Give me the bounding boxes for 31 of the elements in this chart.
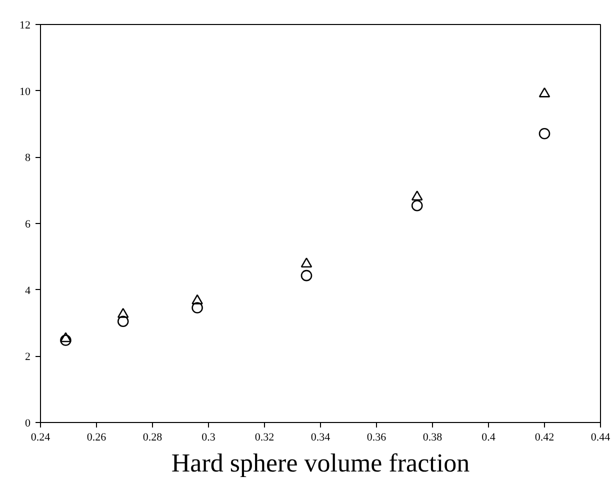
point (300, 258, 312, 268)
point (538, 87, 550, 98)
x-tick-label: 0.32 (254, 432, 274, 444)
point (192, 302, 203, 314)
y-tick-label: 12 (20, 20, 30, 32)
x-tick-label: 0.34 (310, 432, 331, 444)
point (192, 294, 203, 304)
y-tick-label: 6 (25, 218, 31, 230)
x-tick-label: 0.28 (142, 432, 163, 444)
point (411, 190, 423, 201)
point (117, 308, 129, 318)
x-tick-label: 0.3 (202, 432, 216, 444)
x-tick-label: 0.26 (86, 432, 107, 444)
point (117, 316, 129, 327)
point (411, 200, 423, 212)
y-tick-label: 8 (25, 152, 31, 164)
y-tick-label: 2 (25, 351, 30, 364)
y-tick-label: 10 (20, 86, 31, 98)
point (538, 128, 550, 140)
x-tick-label: 0.44 (590, 432, 611, 444)
y-tick-label: 0 (25, 418, 31, 430)
point (60, 332, 72, 342)
x-tick-label: 0.4 (482, 432, 496, 444)
x-tick-label: 0.42 (534, 432, 554, 444)
y-tick-label: 4 (25, 284, 31, 297)
point (60, 334, 72, 346)
x-tick-label: 0.36 (366, 432, 387, 444)
x-axis-title: Hard sphere volume fraction (171, 448, 470, 478)
point (300, 270, 312, 282)
x-tick-label: 0.24 (30, 432, 51, 444)
x-tick-label: 0.38 (422, 432, 443, 444)
